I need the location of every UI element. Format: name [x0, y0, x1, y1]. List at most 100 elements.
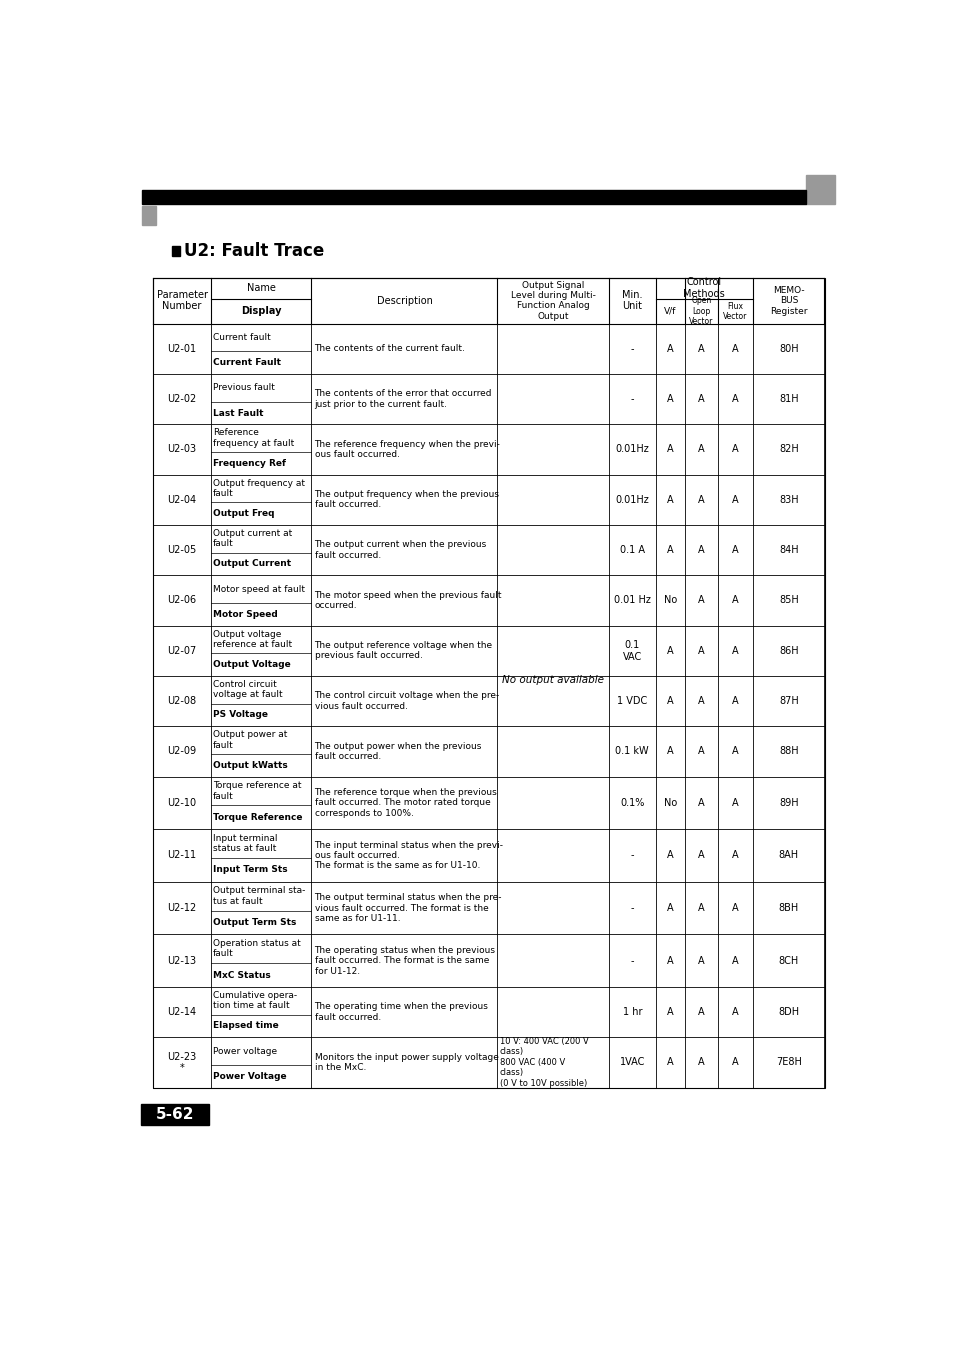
- Text: A: A: [698, 344, 704, 354]
- Text: U2-05: U2-05: [167, 545, 196, 555]
- Text: A: A: [666, 747, 673, 756]
- Text: -: -: [630, 850, 634, 860]
- Text: Min.
Unit: Min. Unit: [621, 290, 642, 312]
- Text: The contents of the current fault.: The contents of the current fault.: [314, 344, 465, 354]
- Text: Elapsed time: Elapsed time: [213, 1022, 278, 1030]
- Text: The input terminal status when the previ-
ous fault occurred.
The format is the : The input terminal status when the previ…: [314, 841, 503, 871]
- Text: 0.1 A: 0.1 A: [619, 545, 644, 555]
- Text: A: A: [731, 850, 738, 860]
- Text: The contents of the error that occurred
just prior to the current fault.: The contents of the error that occurred …: [314, 389, 492, 409]
- Text: PS Voltage: PS Voltage: [213, 710, 268, 720]
- Text: The output reference voltage when the
previous fault occurred.: The output reference voltage when the pr…: [314, 641, 492, 660]
- Text: -: -: [630, 344, 634, 354]
- Text: 83H: 83H: [779, 495, 798, 505]
- Text: U2-06: U2-06: [168, 595, 196, 605]
- Text: U2-11: U2-11: [168, 850, 196, 860]
- Text: Motor speed at fault: Motor speed at fault: [213, 585, 305, 594]
- Text: No: No: [663, 798, 677, 807]
- Text: A: A: [731, 1007, 738, 1017]
- Text: The operating time when the previous
fault occurred.: The operating time when the previous fau…: [314, 1002, 488, 1022]
- Text: A: A: [731, 697, 738, 706]
- Text: -: -: [630, 394, 634, 404]
- Text: A: A: [666, 1057, 673, 1068]
- Text: Flux
Vector: Flux Vector: [722, 301, 747, 321]
- Text: A: A: [666, 344, 673, 354]
- Text: Reference
frequency at fault: Reference frequency at fault: [213, 428, 294, 448]
- Bar: [141, 1104, 209, 1125]
- Text: 0.1 kW: 0.1 kW: [615, 747, 648, 756]
- Text: V/f: V/f: [663, 306, 676, 316]
- Text: 1 VDC: 1 VDC: [617, 697, 647, 706]
- Bar: [805, 176, 835, 204]
- Text: 0.01 Hz: 0.01 Hz: [613, 595, 650, 605]
- Text: The motor speed when the previous fault
occurred.: The motor speed when the previous fault …: [314, 591, 501, 610]
- Text: A: A: [698, 697, 704, 706]
- Text: 87H: 87H: [779, 697, 798, 706]
- Text: 86H: 86H: [779, 645, 798, 656]
- Text: No output available: No output available: [501, 675, 603, 686]
- Text: A: A: [698, 595, 704, 605]
- Text: Motor Speed: Motor Speed: [213, 610, 277, 618]
- Text: 5-62: 5-62: [155, 1107, 194, 1122]
- Text: -: -: [630, 903, 634, 913]
- Bar: [153, 278, 823, 1088]
- Text: A: A: [698, 1057, 704, 1068]
- Text: U2-08: U2-08: [168, 697, 196, 706]
- Text: 0.1
VAC: 0.1 VAC: [622, 640, 641, 662]
- Text: A: A: [698, 850, 704, 860]
- Text: U2-12: U2-12: [167, 903, 196, 913]
- Text: 81H: 81H: [779, 394, 798, 404]
- Text: Output kWatts: Output kWatts: [213, 760, 288, 770]
- Text: The control circuit voltage when the pre-
vious fault occurred.: The control circuit voltage when the pre…: [314, 691, 499, 710]
- Text: U2-04: U2-04: [168, 495, 196, 505]
- Text: A: A: [666, 697, 673, 706]
- Text: A: A: [698, 495, 704, 505]
- Text: U2-09: U2-09: [168, 747, 196, 756]
- Text: Output Voltage: Output Voltage: [213, 660, 291, 670]
- Text: 0.01Hz: 0.01Hz: [615, 444, 648, 455]
- Text: U2-07: U2-07: [167, 645, 196, 656]
- Text: A: A: [731, 1057, 738, 1068]
- Text: A: A: [698, 956, 704, 965]
- Text: A: A: [731, 444, 738, 455]
- Text: A: A: [666, 903, 673, 913]
- Text: A: A: [666, 956, 673, 965]
- Text: No: No: [663, 595, 677, 605]
- Text: A: A: [666, 545, 673, 555]
- Text: 82H: 82H: [779, 444, 798, 455]
- Text: A: A: [698, 444, 704, 455]
- Text: Output Freq: Output Freq: [213, 509, 274, 518]
- Text: MEMO-
BUS
Register: MEMO- BUS Register: [769, 286, 807, 316]
- Text: A: A: [731, 956, 738, 965]
- Text: Output Term Sts: Output Term Sts: [213, 918, 296, 927]
- Text: 80H: 80H: [779, 344, 798, 354]
- Text: Display: Display: [240, 306, 281, 316]
- Text: 1 hr: 1 hr: [622, 1007, 641, 1017]
- Text: A: A: [698, 545, 704, 555]
- Text: Last Fault: Last Fault: [213, 409, 263, 417]
- Bar: [142, 190, 805, 204]
- Bar: [142, 207, 156, 225]
- Text: A: A: [698, 645, 704, 656]
- Text: Power Voltage: Power Voltage: [213, 1072, 286, 1081]
- Text: 84H: 84H: [779, 545, 798, 555]
- Text: A: A: [698, 903, 704, 913]
- Text: A: A: [666, 495, 673, 505]
- Text: Current fault: Current fault: [213, 333, 271, 342]
- Text: Output Signal
Level during Multi-
Function Analog
Output: Output Signal Level during Multi- Functi…: [510, 281, 595, 321]
- Text: The output power when the previous
fault occurred.: The output power when the previous fault…: [314, 741, 481, 761]
- Text: Current Fault: Current Fault: [213, 358, 281, 367]
- Bar: [172, 246, 179, 256]
- Text: U2-10: U2-10: [168, 798, 196, 807]
- Text: A: A: [731, 394, 738, 404]
- Text: 8AH: 8AH: [778, 850, 798, 860]
- Text: Output Current: Output Current: [213, 559, 291, 568]
- Text: A: A: [731, 595, 738, 605]
- Text: Operation status at
fault: Operation status at fault: [213, 940, 300, 958]
- Text: Cumulative opera-
tion time at fault: Cumulative opera- tion time at fault: [213, 991, 296, 1010]
- Text: Input Term Sts: Input Term Sts: [213, 865, 288, 875]
- Text: A: A: [731, 344, 738, 354]
- Text: Control
Methods: Control Methods: [682, 278, 724, 300]
- Text: The operating status when the previous
fault occurred. The format is the same
fo: The operating status when the previous f…: [314, 946, 495, 976]
- Text: A: A: [731, 645, 738, 656]
